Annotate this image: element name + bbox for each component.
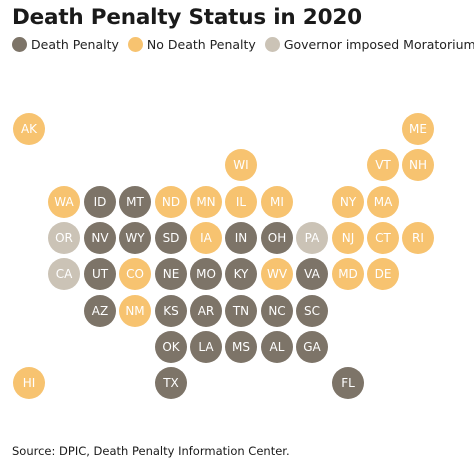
state-nm: NM: [119, 295, 151, 327]
state-tx: TX: [155, 367, 187, 399]
state-il: IL: [225, 186, 257, 218]
state-al: AL: [261, 331, 293, 363]
map-title: Death Penalty Status in 2020: [12, 5, 362, 30]
state-ga: GA: [296, 331, 328, 363]
state-ca: CA: [48, 258, 80, 290]
state-hi: HI: [13, 367, 45, 399]
state-ms: MS: [225, 331, 257, 363]
state-sc: SC: [296, 295, 328, 327]
legend-item-death-penalty: Death Penalty: [12, 37, 119, 52]
state-ok: OK: [155, 331, 187, 363]
state-wy: WY: [119, 222, 151, 254]
state-nh: NH: [402, 149, 434, 181]
state-wi: WI: [225, 149, 257, 181]
state-nd: ND: [155, 186, 187, 218]
state-me: ME: [402, 113, 434, 145]
state-nv: NV: [84, 222, 116, 254]
state-ne: NE: [155, 258, 187, 290]
state-in: IN: [225, 222, 257, 254]
state-tn: TN: [225, 295, 257, 327]
legend-swatch-death-penalty: [12, 37, 27, 52]
state-ia: IA: [190, 222, 222, 254]
state-vt: VT: [367, 149, 399, 181]
state-wa: WA: [48, 186, 80, 218]
state-ks: KS: [155, 295, 187, 327]
legend-item-no-death-penalty: No Death Penalty: [127, 37, 256, 52]
state-wv: WV: [261, 258, 293, 290]
state-ak: AK: [13, 113, 45, 145]
state-ky: KY: [225, 258, 257, 290]
state-ar: AR: [190, 295, 222, 327]
state-sd: SD: [155, 222, 187, 254]
state-ny: NY: [332, 186, 364, 218]
legend-label-no-death-penalty: No Death Penalty: [146, 37, 256, 52]
state-or: OR: [48, 222, 80, 254]
legend-item-moratorium: Governor imposed Moratorium: [264, 37, 474, 52]
state-de: DE: [367, 258, 399, 290]
state-co: CO: [119, 258, 151, 290]
state-fl: FL: [332, 367, 364, 399]
state-mi: MI: [261, 186, 293, 218]
state-mn: MN: [190, 186, 222, 218]
state-pa: PA: [296, 222, 328, 254]
legend-swatch-moratorium: [264, 37, 280, 52]
state-ct: CT: [367, 222, 399, 254]
legend-label-moratorium: Governor imposed Moratorium: [283, 37, 474, 52]
state-ri: RI: [402, 222, 434, 254]
legend: Death Penalty No Death Penalty Governor …: [12, 37, 474, 52]
state-ma: MA: [367, 186, 399, 218]
state-oh: OH: [261, 222, 293, 254]
source-note: Source: DPIC, Death Penalty Information …: [12, 444, 290, 458]
state-ut: UT: [84, 258, 116, 290]
state-az: AZ: [84, 295, 116, 327]
state-id: ID: [84, 186, 116, 218]
state-va: VA: [296, 258, 328, 290]
state-la: LA: [190, 331, 222, 363]
state-mo: MO: [190, 258, 222, 290]
state-md: MD: [332, 258, 364, 290]
legend-swatch-no-death-penalty: [127, 37, 143, 52]
state-nc: NC: [261, 295, 293, 327]
legend-label-death-penalty: Death Penalty: [31, 37, 119, 52]
state-mt: MT: [119, 186, 151, 218]
state-nj: NJ: [332, 222, 364, 254]
